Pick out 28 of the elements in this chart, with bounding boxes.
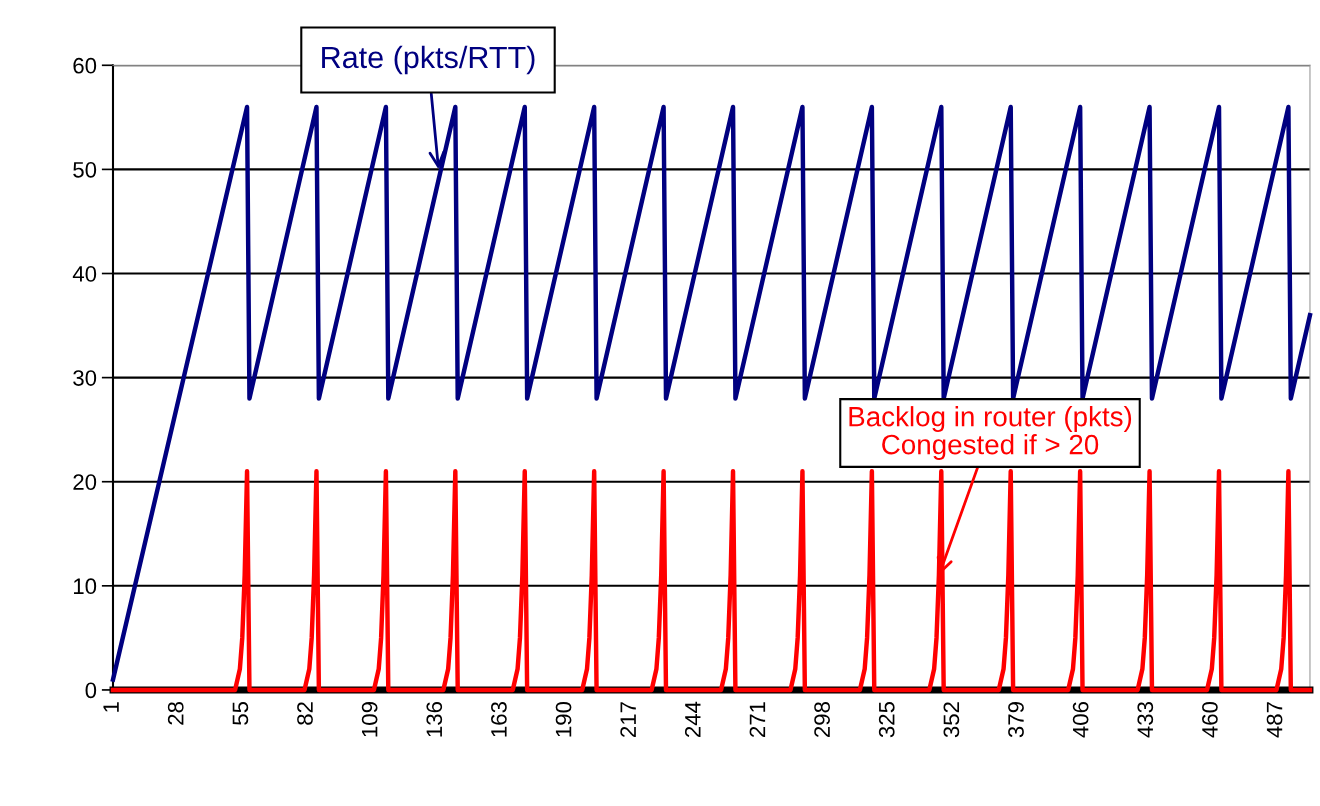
x-tick-label: 1 [103,702,119,712]
x-tick-label: 271 [749,702,766,737]
x-tick-label: 163 [491,702,507,737]
x-tick-label: 55 [232,701,249,725]
y-tick-label: 60 [73,57,97,74]
y-tick-label: 0 [85,682,97,699]
annotation: Backlog in router (pkts) Congested if > 20 [849,406,1132,460]
x-tick-label: 190 [555,701,572,737]
x-tick-label: 217 [620,702,636,737]
x-tick-label: 109 [361,702,378,737]
y-tick-label: 20 [73,474,97,490]
x-tick-label: 352 [943,702,960,738]
x-tick-label: 487 [1266,702,1283,738]
annotation: Rate (pkts/RTT) [322,45,535,75]
x-tick-label: 379 [1008,702,1024,738]
y-tick-label: 10 [74,578,97,595]
x-tick-label: 406 [1072,702,1089,738]
x-tick-label: 82 [297,702,313,725]
x-tick-label: 433 [1137,702,1154,738]
y-tick-label: 40 [72,266,97,282]
x-tick-label: 460 [1202,701,1218,738]
y-tick-label: 50 [73,161,97,178]
y-tick-label: 30 [73,370,97,386]
x-tick-label: 325 [878,701,895,738]
x-tick-label: 298 [814,702,830,737]
x-tick-label: 136 [426,702,443,737]
x-tick-label: 28 [167,702,184,725]
x-tick-label: 244 [684,701,701,737]
